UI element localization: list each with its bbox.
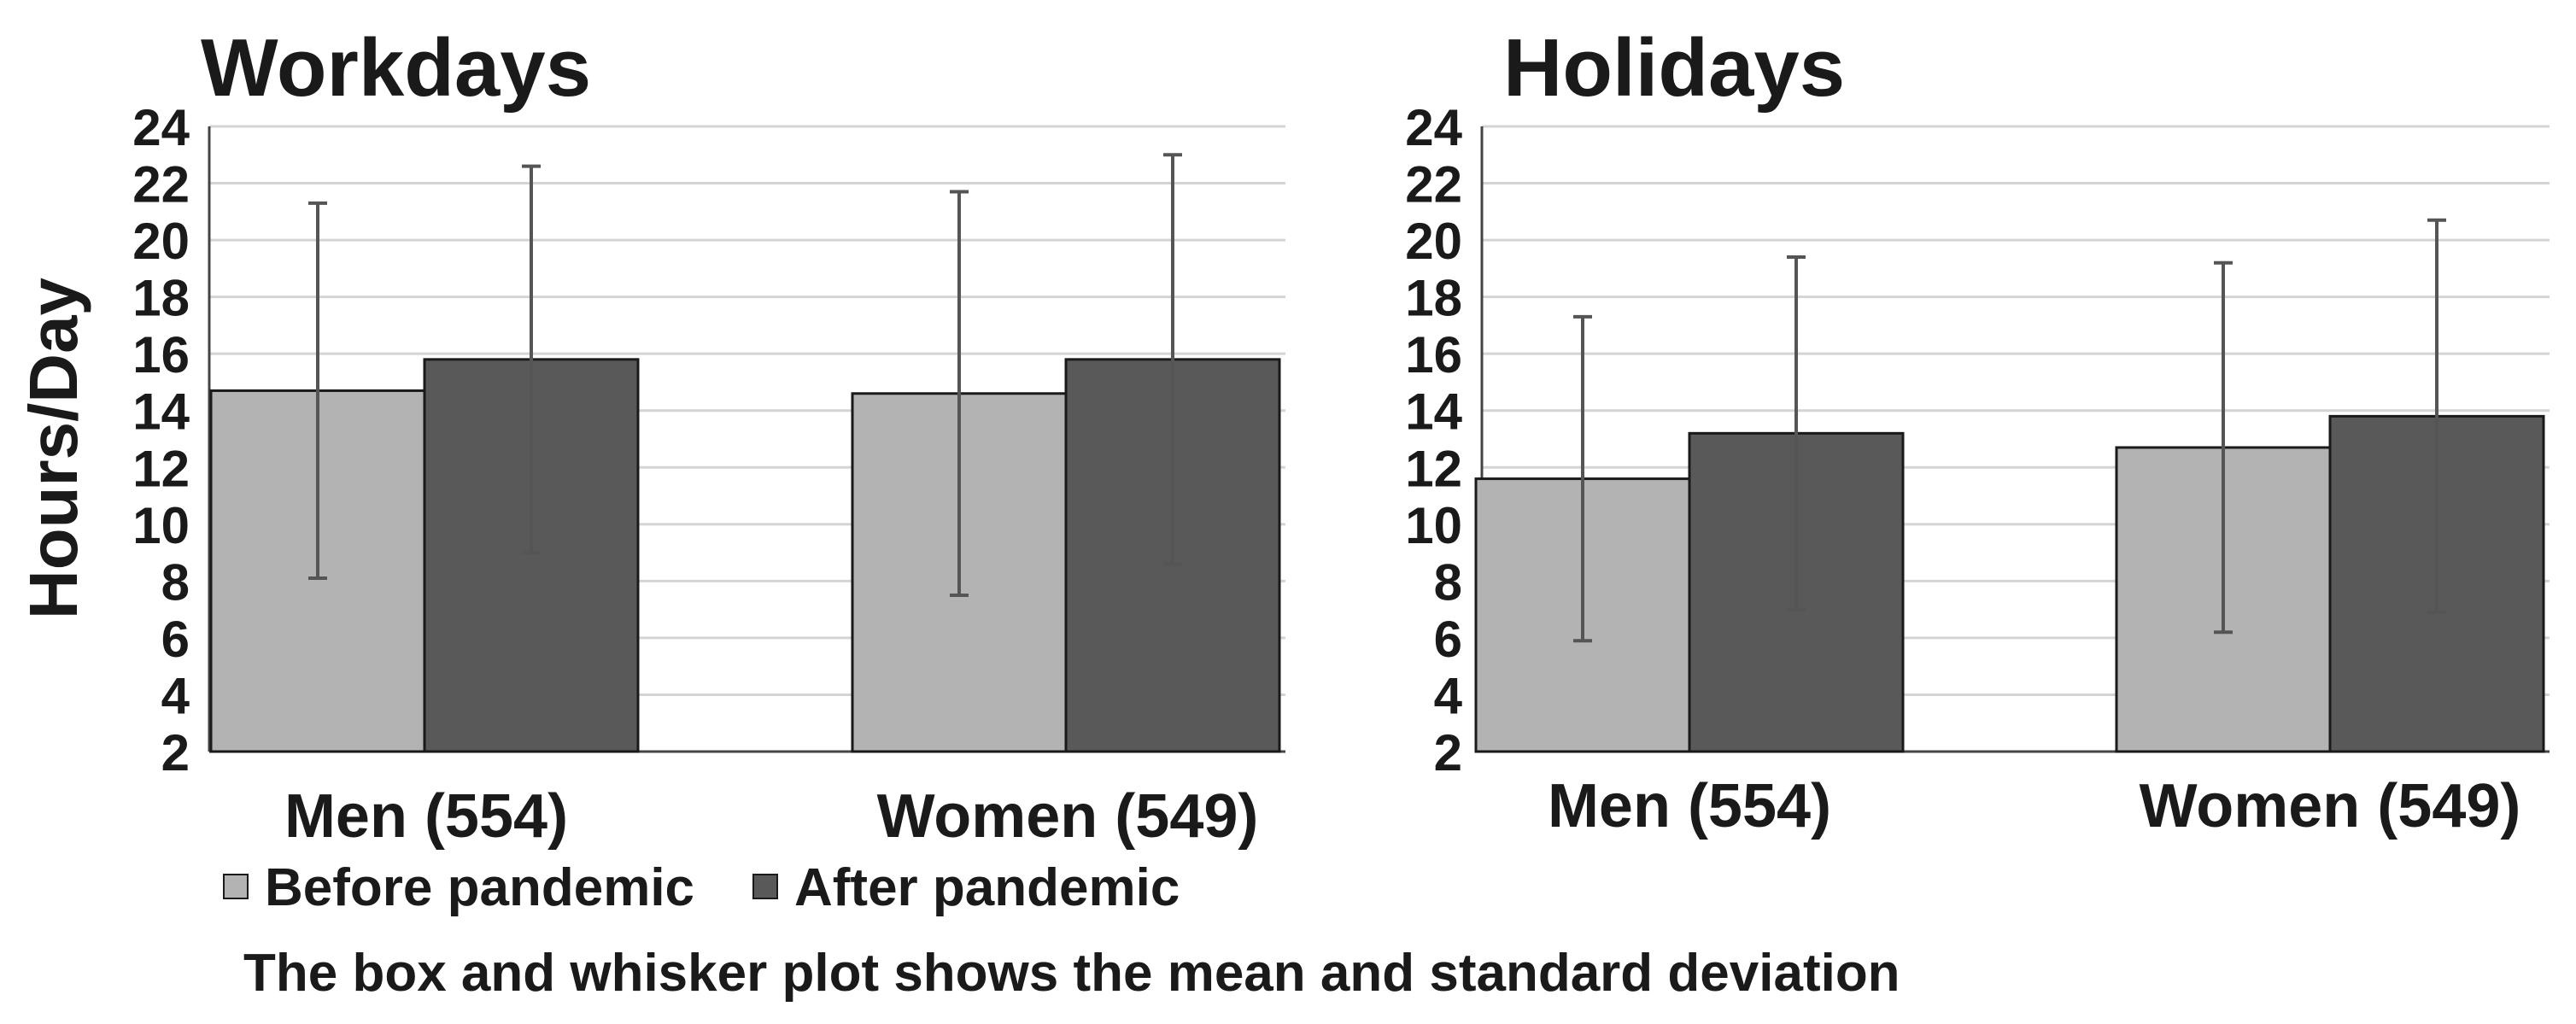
y-tick-label: 22 [132, 156, 190, 214]
footnote: The box and whisker plot shows the mean … [243, 944, 1900, 1003]
x-category-label: Men (554) [1548, 772, 1831, 840]
y-tick-label: 8 [161, 553, 190, 611]
panel-title: Holidays [1503, 22, 1845, 114]
y-tick-label: 16 [1405, 326, 1462, 383]
x-category-label: Women (549) [2140, 772, 2521, 840]
y-tick-label: 2 [161, 724, 190, 781]
y-tick-label: 24 [1405, 99, 1462, 156]
y-tick-label: 16 [132, 326, 190, 383]
y-tick-label: 18 [1405, 270, 1462, 327]
legend: Before pandemic After pandemic [223, 858, 1180, 917]
y-tick-label: 14 [132, 383, 190, 441]
y-tick-label: 14 [1405, 383, 1462, 441]
y-tick-label: 4 [1434, 667, 1463, 724]
y-tick-label: 12 [1405, 440, 1462, 497]
x-category-label: Men (554) [284, 782, 568, 851]
legend-label-before: Before pandemic [265, 858, 694, 917]
panel-title: Workdays [201, 22, 591, 114]
y-tick-label: 10 [132, 497, 190, 554]
y-tick-label: 18 [132, 270, 190, 327]
y-axis-label: Hours/Day [15, 277, 91, 619]
y-tick-label: 24 [132, 99, 190, 156]
legend-label-after: After pandemic [794, 858, 1180, 917]
x-category-label: Women (549) [877, 782, 1259, 851]
y-tick-label: 2 [1434, 724, 1462, 781]
y-tick-label: 4 [161, 667, 190, 724]
y-tick-label: 6 [161, 611, 190, 668]
y-tick-label: 20 [132, 213, 190, 270]
y-tick-label: 20 [1405, 213, 1462, 270]
y-tick-label: 8 [1434, 553, 1462, 611]
y-tick-label: 10 [1405, 497, 1462, 554]
y-tick-label: 6 [1434, 611, 1462, 668]
legend-swatch-after [752, 874, 778, 899]
y-tick-label: 12 [132, 440, 190, 497]
y-tick-label: 22 [1405, 156, 1462, 214]
legend-swatch-before [223, 874, 249, 899]
